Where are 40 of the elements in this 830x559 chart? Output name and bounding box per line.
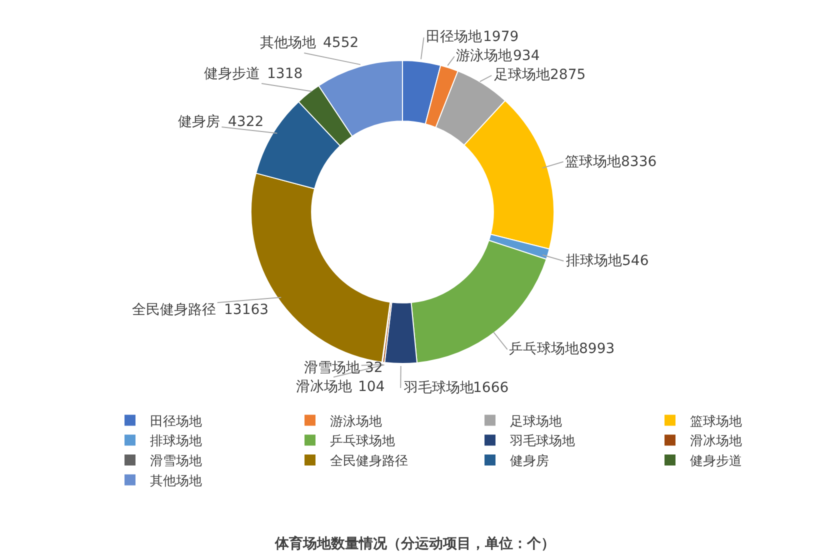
data-label: 4552 [323, 35, 359, 51]
legend-label: 羽毛球场地 [509, 434, 575, 450]
data-label: 13163 [224, 302, 269, 318]
legend-label: 乒乓球场地 [330, 434, 395, 450]
legend-label: 健身房 [510, 453, 549, 470]
slice-label: 游泳场地 [456, 48, 512, 64]
legend-label: 其他场地 [150, 474, 202, 489]
legend-label: 游泳场地 [330, 413, 382, 430]
data-label: 104 [358, 379, 385, 395]
slice-label: 篮球场地 [565, 154, 621, 170]
legend-label: 滑冰场地 [690, 434, 742, 450]
slice-label: 足球场地 [494, 67, 550, 83]
data-label: 546 [622, 253, 649, 269]
data-label: 4322 [228, 114, 264, 130]
data-label: 1979 [483, 29, 519, 45]
data-label: 32 [365, 360, 383, 376]
legend-label: 排球场地 [150, 434, 202, 450]
legend-label: 田径场地 [150, 414, 202, 430]
slice-label: 田径场地 [426, 29, 482, 45]
slice-label: 滑雪场地 [304, 360, 360, 376]
slice-label: 健身房 [178, 114, 220, 130]
data-label: 934 [513, 48, 540, 64]
data-label: 8336 [621, 154, 657, 170]
slice-label: 乒乓球场地 [509, 341, 579, 357]
data-label: 2875 [550, 67, 586, 83]
legend-label: 健身步道 [690, 454, 742, 470]
legend-label: 全民健身路径 [330, 454, 408, 470]
legend-label: 滑雪场地 [150, 454, 202, 470]
slice-label: 滑冰场地 [296, 379, 352, 395]
slice-label: 其他场地 [260, 35, 316, 51]
slice-label: 全民健身路径 [132, 302, 216, 318]
legend-label: 足球场地 [510, 414, 562, 430]
slice-label: 排球场地 [566, 253, 622, 269]
slice-label: 羽毛球场地 [403, 380, 474, 396]
slice-label: 健身步道 [204, 66, 260, 82]
data-label: 1666 [473, 380, 509, 396]
data-label: 1318 [267, 66, 303, 82]
legend-label: 篮球场地 [690, 414, 742, 430]
data-label: 8993 [579, 341, 615, 357]
text: 体育场地数量情况（分运动项目，单位：个） [274, 534, 555, 552]
